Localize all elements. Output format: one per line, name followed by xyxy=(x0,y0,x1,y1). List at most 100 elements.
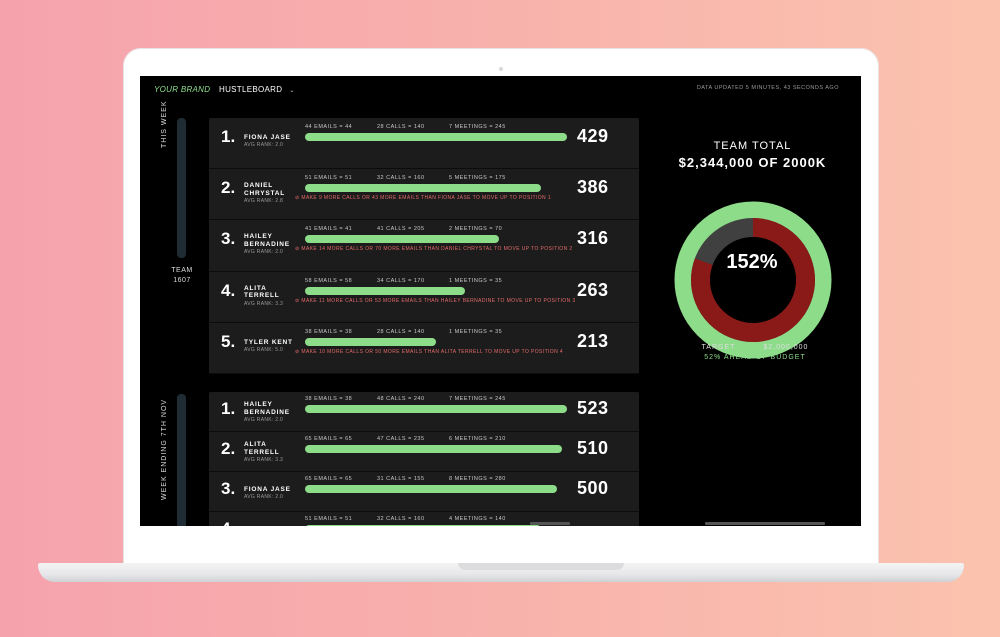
team-label-text: TEAM xyxy=(171,267,193,274)
leaderboard-row[interactable]: 3. HAILEY BERNADINE AVG RANK: 2.0 41 EMAILS… xyxy=(209,220,639,272)
stat-emails: 65 EMAILS = 65 xyxy=(305,476,353,482)
player-score: 386 xyxy=(577,177,609,198)
leaderboard-this-week: 1. FIONA JASE AVG RANK: 2.0 44 EMAILS = 44 2… xyxy=(209,118,639,374)
stat-meetings: 4 MEETINGS = 140 xyxy=(449,516,506,522)
player-avg-rank: AVG RANK: 2.0 xyxy=(244,494,284,500)
target-label: TARGET xyxy=(701,344,736,351)
ghost-text xyxy=(705,522,825,525)
player-name: TYLER KENT xyxy=(244,338,293,346)
player-avg-rank: AVG RANK: 2.0 xyxy=(244,417,284,423)
move-up-tip: ⊘ MAKE 14 MORE CALLS OR 70 MORE EMAILS T… xyxy=(295,246,573,253)
stat-meetings: 1 MEETINGS = 35 xyxy=(449,328,503,335)
team-total-donut xyxy=(674,201,832,359)
leaderboard-row[interactable]: 5. TYLER KENT AVG RANK: 5.0 38 EMAILS = 38 2… xyxy=(209,323,639,374)
sidebar-label-this-week: THIS WEEK xyxy=(161,100,168,148)
donut-inner-arc xyxy=(691,218,815,342)
stat-emails: 58 EMAILS = 58 xyxy=(305,277,353,284)
player-score: 213 xyxy=(577,330,609,351)
sidebar-label-week-ending: WEEK ENDING 7TH NOV xyxy=(161,398,168,500)
stat-emails: 38 EMAILS = 38 xyxy=(305,396,353,402)
leaderboard-week-ending: 1. HAILEY BERNADINE AVG RANK: 2.0 38 EMAILS… xyxy=(209,392,639,526)
rank-number: 1. xyxy=(221,127,236,146)
stat-calls: 32 CALLS = 160 xyxy=(377,175,425,182)
stat-calls: 28 CALLS = 140 xyxy=(377,328,425,335)
stat-meetings: 6 MEETINGS = 210 xyxy=(449,436,506,442)
sidebar-bar-this-week[interactable] xyxy=(177,118,186,258)
stat-emails: 41 EMAILS = 41 xyxy=(305,226,353,233)
move-up-tip: ⊘ MAKE 11 MORE CALLS OR 53 MORE EMAILS T… xyxy=(295,297,576,304)
rank-number: 2. xyxy=(221,439,236,458)
player-name: ALITA TERRELL xyxy=(244,441,280,456)
team-total-percent: 152% xyxy=(726,251,778,273)
brand-logo: YOUR BRAND xyxy=(154,85,211,94)
stat-emails: 44 EMAILS = 44 xyxy=(305,124,353,130)
rank-number: 2. xyxy=(221,178,236,198)
camera-dot xyxy=(499,67,503,71)
team-total-amount: $2,344,000 OF 2000K xyxy=(678,155,827,170)
player-score: 500 xyxy=(577,478,609,498)
donut-outer-ring xyxy=(674,201,832,359)
laptop-notch xyxy=(458,563,624,570)
stat-calls: 28 CALLS = 140 xyxy=(377,124,425,130)
stat-meetings: 2 MEETINGS = 70 xyxy=(449,226,503,233)
score-progress-bar xyxy=(305,235,499,244)
player-score: 523 xyxy=(577,398,609,418)
score-progress-bar xyxy=(305,485,557,493)
donut-center xyxy=(710,237,796,323)
dashboard-screen: YOUR BRAND HUSTLEBOARD ⌄ DATA UPDATED 5 M… xyxy=(140,76,861,526)
leaderboard-row[interactable]: 2. ALITA TERRELL AVG RANK: 3.3 65 EMAILS = … xyxy=(209,432,639,472)
score-progress-bar xyxy=(305,286,465,295)
chevron-down-icon: ⌄ xyxy=(289,88,295,94)
player-avg-rank: AVG RANK: 2.0 xyxy=(244,249,284,256)
leaderboard-row[interactable]: 2. DANIEL CHRYSTAL AVG RANK: 2.8 51 EMAILS … xyxy=(209,169,639,221)
score-progress-bar xyxy=(305,525,541,526)
stat-meetings: 5 MEETINGS = 175 xyxy=(449,175,506,182)
player-avg-rank: AVG RANK: 2.8 xyxy=(244,198,284,205)
score-progress-bar xyxy=(305,405,567,413)
target-line: TARGET $2,000,000 xyxy=(680,344,830,351)
score-progress-bar xyxy=(305,445,562,453)
player-name: DANIEL CHRYSTAL xyxy=(244,182,286,197)
player-name: HAILEY BERNADINE xyxy=(244,233,290,248)
score-progress-bar xyxy=(305,133,567,141)
stat-calls: 32 CALLS = 160 xyxy=(377,516,425,522)
stat-emails: 65 EMAILS = 65 xyxy=(305,436,353,442)
player-avg-rank: AVG RANK: 2.0 xyxy=(244,142,284,148)
move-up-tip: ⊘ MAKE 10 MORE CALLS OR 50 MORE EMAILS T… xyxy=(295,348,564,355)
stat-meetings: 7 MEETINGS = 245 xyxy=(449,396,506,402)
leaderboard-row[interactable]: 1. FIONA JASE AVG RANK: 2.0 44 EMAILS = 44 2… xyxy=(209,118,639,170)
board-selector[interactable]: HUSTLEBOARD ⌄ xyxy=(219,85,295,94)
stat-emails: 51 EMAILS = 51 xyxy=(305,516,353,522)
sidebar-bar-week-ending[interactable] xyxy=(177,394,186,526)
score-progress-bar xyxy=(305,337,436,346)
score-progress-bar xyxy=(305,184,541,193)
leaderboard-row[interactable]: 4. ALITA TERRELL AVG RANK: 3.3 58 EMAILS = … xyxy=(209,272,639,323)
player-score: 316 xyxy=(577,228,609,249)
stat-calls: 48 CALLS = 240 xyxy=(377,396,425,402)
stat-meetings: 8 MEETINGS = 280 xyxy=(449,476,506,482)
ahead-of-budget: 52% AHEAD OF BUDGET xyxy=(704,354,806,361)
stat-emails: 51 EMAILS = 51 xyxy=(305,175,353,182)
target-value: $2,000,000 xyxy=(763,344,809,351)
stat-meetings: 1 MEETINGS = 35 xyxy=(449,277,503,284)
player-name: FIONA JASE xyxy=(244,134,291,141)
stat-calls: 31 CALLS = 155 xyxy=(377,476,425,482)
team-number: 1607 xyxy=(173,277,191,284)
team-total-title: TEAM TOTAL xyxy=(713,140,792,152)
player-score: 263 xyxy=(577,279,609,300)
data-updated-status: DATA UPDATED 5 MINUTES, 43 SECONDS AGO xyxy=(696,85,839,91)
player-name: FIONA JASE xyxy=(244,486,291,493)
laptop-base xyxy=(38,563,964,582)
rank-number: 3. xyxy=(221,479,236,498)
leaderboard-row[interactable]: 1. HAILEY BERNADINE AVG RANK: 2.0 38 EMAILS… xyxy=(209,392,639,432)
move-up-tip: ⊘ MAKE 9 MORE CALLS OR 43 MORE EMAILS TH… xyxy=(295,195,552,202)
player-name: ALITA TERRELL xyxy=(244,284,280,300)
rank-number: 3. xyxy=(221,229,236,249)
leaderboard-row[interactable]: 3. FIONA JASE AVG RANK: 2.0 65 EMAILS = 65 3… xyxy=(209,472,639,512)
stat-calls: 47 CALLS = 235 xyxy=(377,436,425,442)
stat-calls: 34 CALLS = 170 xyxy=(377,277,425,284)
player-avg-rank: AVG RANK: 3.3 xyxy=(244,457,284,463)
ghost-text xyxy=(530,522,570,525)
stat-calls: 41 CALLS = 205 xyxy=(377,226,425,233)
